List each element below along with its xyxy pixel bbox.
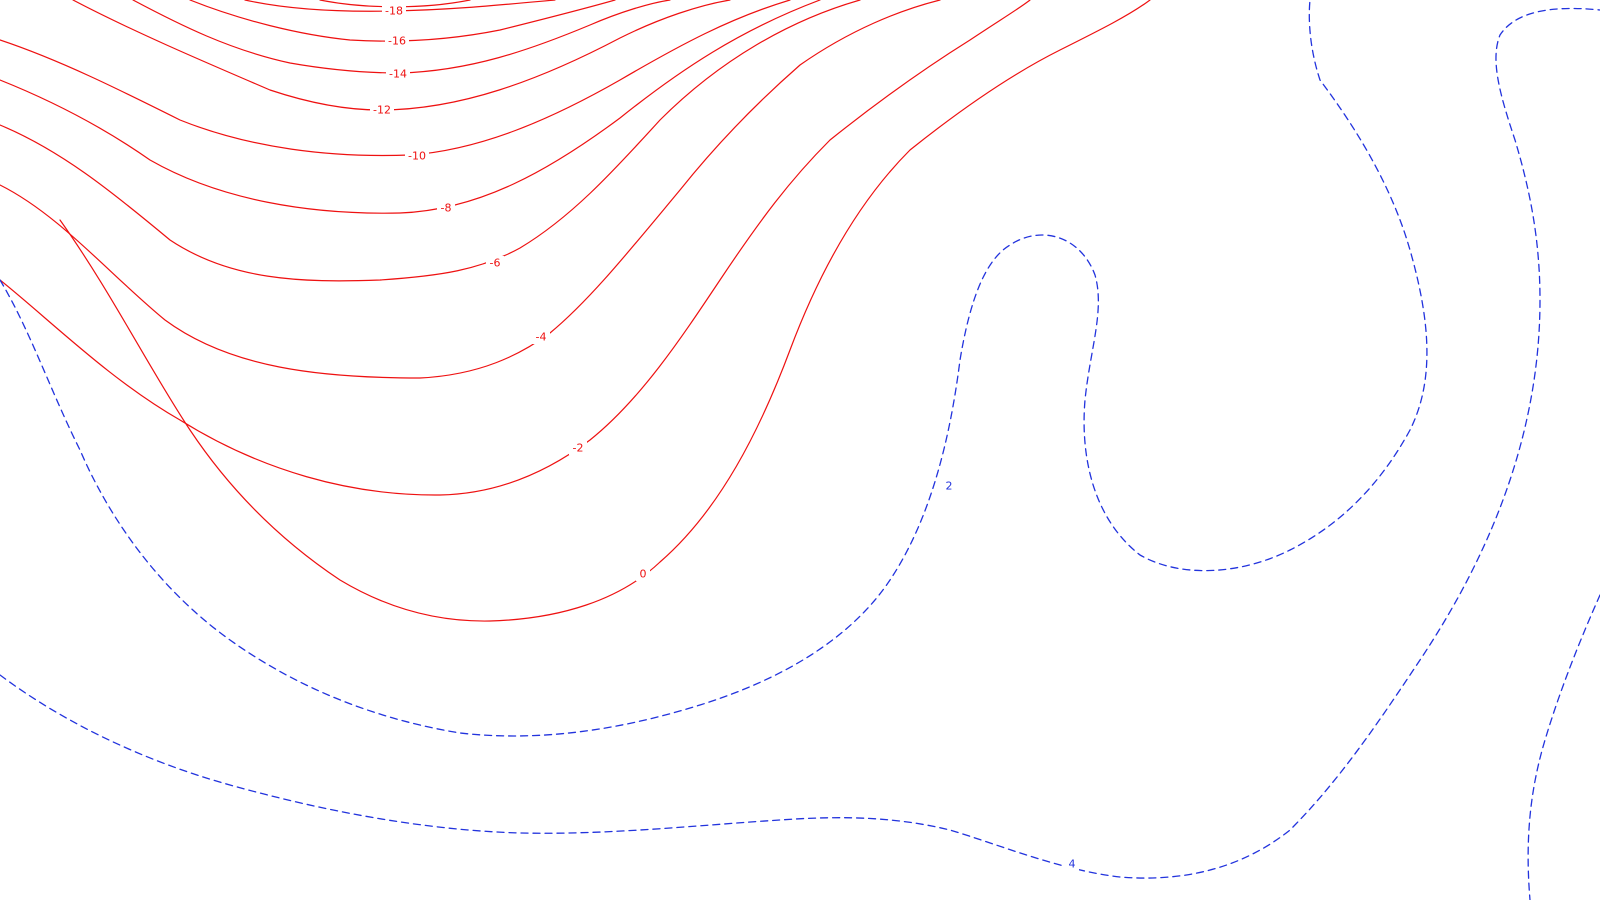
svg-text:-16: -16 <box>388 35 406 48</box>
svg-text:-8: -8 <box>441 202 452 215</box>
contour-label-neg-2: -2 <box>569 441 587 455</box>
contour-line-neg-4 <box>0 0 941 379</box>
contour-label-neg-4: -4 <box>532 330 550 344</box>
svg-text:4: 4 <box>1069 858 1076 871</box>
contour-line-neg-6 <box>0 0 861 282</box>
contour-label-neg-16: -16 <box>385 34 409 48</box>
contour-label-neg-18: -18 <box>382 4 406 18</box>
svg-text:2: 2 <box>946 480 953 493</box>
svg-text:-4: -4 <box>536 331 547 344</box>
svg-text:-18: -18 <box>385 5 403 18</box>
svg-text:-14: -14 <box>389 68 407 81</box>
contour-line-neg-16 <box>189 0 616 42</box>
contour-label-neg-8: -8 <box>437 201 455 215</box>
svg-text:-2: -2 <box>573 442 584 455</box>
svg-text:-12: -12 <box>373 104 391 117</box>
svg-text:-6: -6 <box>490 257 501 270</box>
contour-label-pos-2: 2 <box>942 479 956 493</box>
contour-label-zero: 0 <box>636 567 650 581</box>
contour-label-neg-12: -12 <box>370 103 394 117</box>
contour-label-neg-6: -6 <box>486 256 504 270</box>
contour-label-pos-4: 4 <box>1065 857 1079 871</box>
svg-text:0: 0 <box>640 568 647 581</box>
contour-line-pos-2-left <box>0 0 1428 737</box>
svg-text:-10: -10 <box>408 150 426 163</box>
contour-line-zero <box>59 0 1151 622</box>
contour-label-neg-10: -10 <box>405 149 429 163</box>
contour-line-pos-2-right <box>1527 594 1600 900</box>
contour-line-neg-8 <box>0 0 821 214</box>
contour-label-neg-14: -14 <box>386 67 410 81</box>
contour-line-pos-4 <box>0 7 1600 879</box>
contour-line-neg-2 <box>0 0 1031 496</box>
